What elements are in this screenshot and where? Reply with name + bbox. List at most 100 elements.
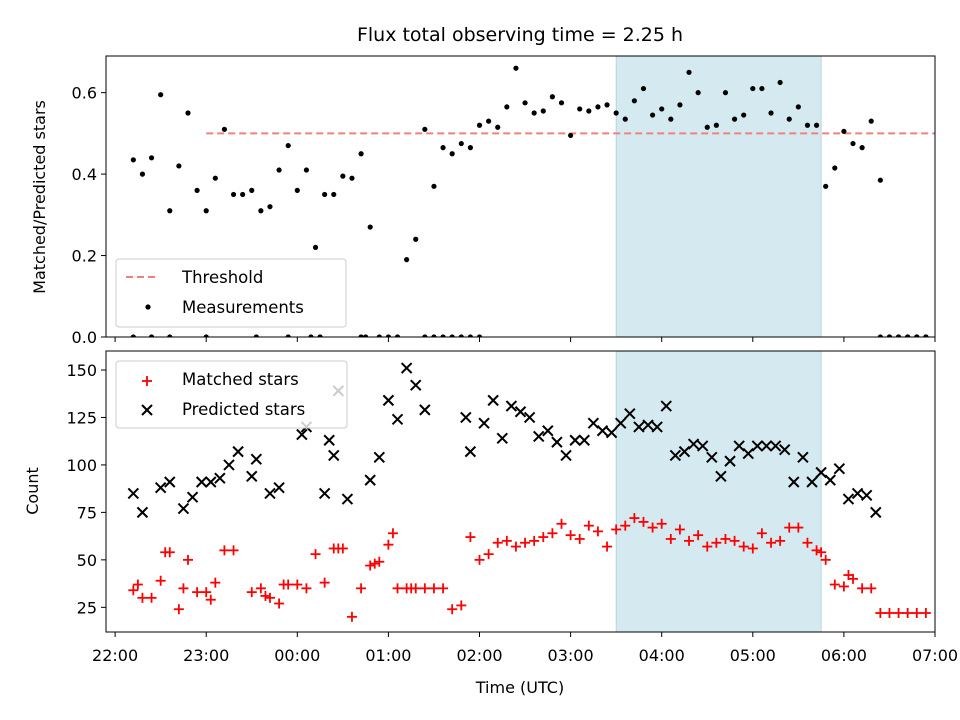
matched-star-point <box>620 520 631 531</box>
predicted-star-point <box>464 445 477 458</box>
measurement-point <box>130 334 136 337</box>
matched-star-point <box>538 532 549 543</box>
matched-star-point <box>911 608 922 619</box>
measurement-point <box>285 334 291 337</box>
matched-star-point <box>283 579 294 590</box>
predicted-star-point <box>842 493 855 505</box>
predicted-star-point <box>318 487 331 500</box>
x-tick-label: 05:00 <box>730 646 776 665</box>
predicted-star-point <box>478 417 490 429</box>
matched-star-point <box>192 587 203 598</box>
matched-star-point <box>857 583 868 594</box>
chart-title-text: Flux total observing time = 2.25 h <box>357 24 683 46</box>
measurement-point <box>363 334 369 337</box>
measurement-point <box>458 140 464 147</box>
legend-entry-matched-stars: Matched stars <box>142 370 299 389</box>
matched-star-point <box>738 541 749 552</box>
measurement-point <box>695 90 701 96</box>
matched-star-point <box>547 528 558 539</box>
measurement-point <box>886 334 893 337</box>
legend-entry-measurements: Measurements <box>145 298 304 317</box>
matched-star-point <box>137 592 148 603</box>
measurement-point <box>404 257 410 263</box>
matched-star-point <box>205 594 216 605</box>
matched-star-point <box>793 522 804 533</box>
measurement-point <box>513 65 519 71</box>
predicted-star-point <box>560 449 572 462</box>
measurement-point <box>130 157 136 163</box>
matched-star-point <box>301 583 312 594</box>
measurement-point <box>777 79 783 86</box>
matched-star-point <box>529 535 540 546</box>
measurement-point <box>376 334 382 337</box>
top-panel: 0.0 0.2 0.4 0.6 Threshold Measurements <box>72 55 936 347</box>
legend: Matched stars Predicted stars <box>115 360 348 429</box>
measurement-point <box>895 334 902 337</box>
measurement-point <box>750 85 756 92</box>
matched-star-point <box>902 608 913 619</box>
predicted-star-point <box>232 445 244 458</box>
matched-star-point <box>210 577 221 588</box>
predicted-star-point <box>769 440 782 452</box>
measurement-point <box>659 106 665 112</box>
predicted-star-point <box>569 434 581 446</box>
matched-star-point <box>228 545 239 556</box>
predicted-star-point <box>214 472 226 484</box>
matched-star-point <box>766 537 777 548</box>
matched-star-point <box>829 579 840 590</box>
measurement-point <box>449 334 455 337</box>
predicted-star-point <box>742 447 754 460</box>
predicted-star-point <box>514 406 527 418</box>
axes-frame <box>105 350 936 633</box>
matched-star-point <box>702 541 713 552</box>
predicted-star-point <box>806 476 818 488</box>
matched-star-point <box>255 583 266 594</box>
measurement-point <box>203 208 209 214</box>
matched-star-point <box>816 547 827 558</box>
matched-star-point <box>310 549 321 560</box>
matched-star-point <box>684 535 695 546</box>
measurement-point <box>841 128 847 134</box>
matched-star-point <box>155 575 166 586</box>
measurement-point <box>467 334 473 337</box>
measurement-point <box>649 112 656 118</box>
predicted-star-point <box>797 451 809 464</box>
matched-star-point <box>374 556 385 567</box>
matched-star-point <box>611 524 622 535</box>
measurement-point <box>467 145 473 151</box>
measurement-point <box>303 167 310 173</box>
matched-star-point <box>556 518 567 529</box>
measurement-point <box>167 208 173 214</box>
predicted-star-point <box>223 459 235 471</box>
matched-star-point <box>583 520 594 531</box>
measurement-point <box>686 69 692 75</box>
matched-star-point <box>173 604 184 615</box>
measurement-point <box>358 334 364 337</box>
measurement-point <box>422 334 428 337</box>
predicted-star-point <box>186 491 199 503</box>
measurement-point <box>440 334 446 337</box>
x-tick-label: 04:00 <box>639 646 685 665</box>
measurement-point <box>823 183 829 189</box>
measurement-point <box>203 334 209 337</box>
plot-area <box>130 65 935 337</box>
predicted-star-point <box>419 404 431 416</box>
matched-star-point <box>392 583 403 594</box>
matched-star-point <box>811 545 822 556</box>
predicted-star-point <box>487 394 499 407</box>
predicted-star-point <box>633 421 645 433</box>
measurement-point <box>759 85 765 92</box>
measurement-point <box>905 334 911 337</box>
measurement-point <box>431 183 437 189</box>
matched-star-point <box>182 554 193 565</box>
predicted-star-point <box>127 487 140 500</box>
predicted-star-point <box>505 400 518 412</box>
predicted-star-point <box>615 417 627 429</box>
x-tick-label: 01:00 <box>365 646 411 665</box>
matched-star-point <box>383 539 394 550</box>
predicted-star-point <box>587 417 600 429</box>
matched-star-point <box>369 558 380 569</box>
measurement-point <box>158 92 164 98</box>
matched-star-point <box>838 581 849 592</box>
predicted-star-point <box>696 440 709 452</box>
